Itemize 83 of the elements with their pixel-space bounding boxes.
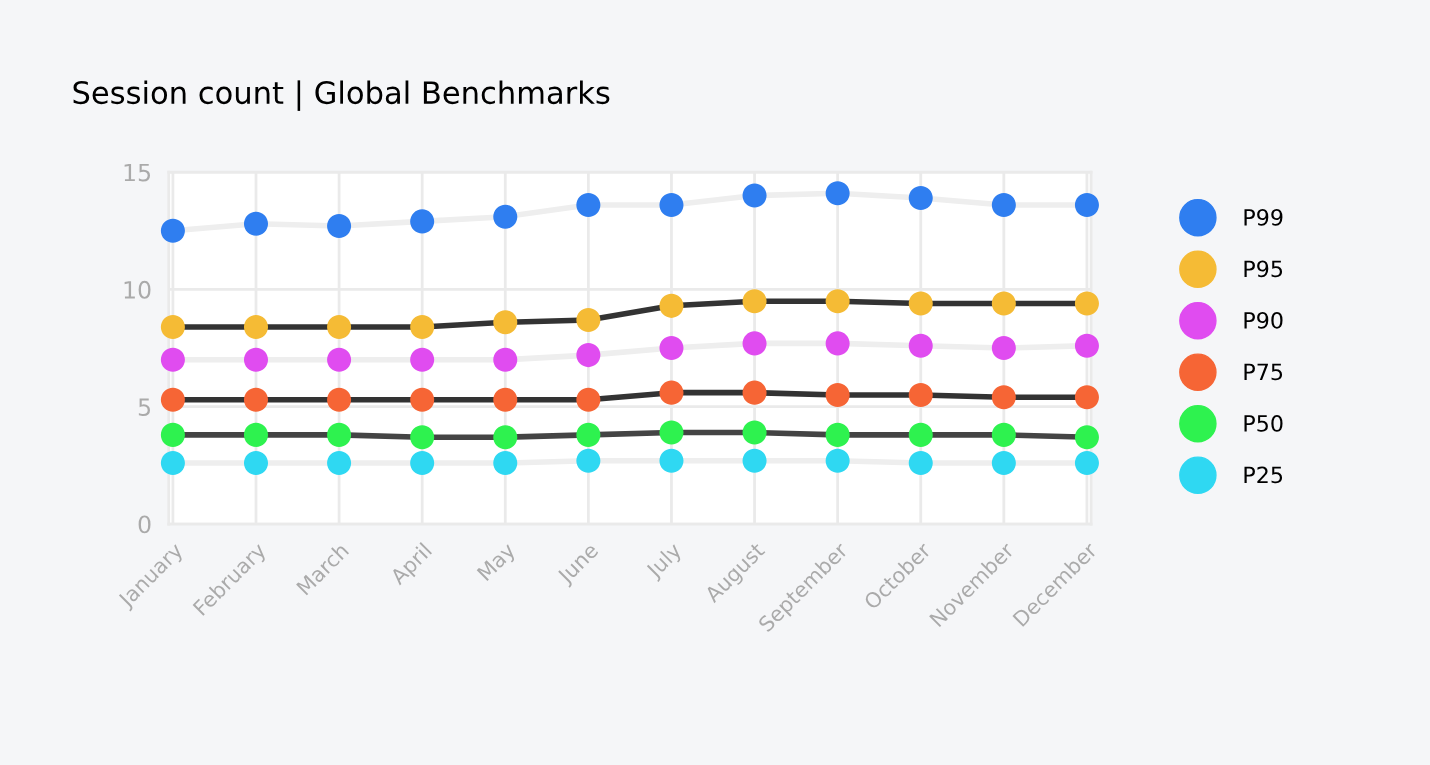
point xyxy=(410,387,435,412)
point xyxy=(1074,451,1099,476)
legend-label: P25 xyxy=(1244,466,1283,484)
point xyxy=(576,307,601,332)
point xyxy=(327,451,352,476)
point xyxy=(659,380,684,405)
point xyxy=(659,192,684,217)
point xyxy=(493,347,518,372)
y-tick-label: 5 xyxy=(138,398,151,417)
point xyxy=(825,422,850,447)
point xyxy=(659,420,684,445)
point xyxy=(243,422,269,447)
point xyxy=(991,192,1016,217)
point xyxy=(327,387,352,412)
point xyxy=(160,218,185,243)
point xyxy=(742,448,767,473)
point xyxy=(908,451,933,476)
point xyxy=(825,448,850,473)
point xyxy=(576,387,601,412)
point xyxy=(243,211,269,236)
point xyxy=(576,422,601,447)
point xyxy=(493,310,518,335)
chart-title: Session count | Global Benchmarks xyxy=(73,80,610,111)
legend-label: P75 xyxy=(1244,363,1283,381)
point xyxy=(243,451,269,476)
y-tick-label: 10 xyxy=(124,280,151,299)
point xyxy=(327,347,352,372)
point xyxy=(991,291,1016,316)
point xyxy=(243,314,269,339)
point xyxy=(160,314,185,339)
point xyxy=(991,385,1016,410)
point xyxy=(742,380,767,405)
point xyxy=(908,422,933,447)
y-tick-label: 15 xyxy=(124,163,151,182)
point xyxy=(991,336,1016,361)
point xyxy=(410,347,435,372)
legend-label: P99 xyxy=(1244,208,1283,226)
point xyxy=(1074,291,1099,316)
point xyxy=(327,214,352,239)
point xyxy=(576,343,601,368)
point xyxy=(160,347,185,372)
point xyxy=(825,289,850,314)
point xyxy=(908,291,933,316)
point xyxy=(327,314,352,339)
point xyxy=(742,183,767,208)
point xyxy=(742,331,767,356)
point xyxy=(1074,333,1099,358)
legend-label: P90 xyxy=(1244,311,1283,329)
point xyxy=(659,448,684,473)
point xyxy=(576,192,601,217)
point xyxy=(410,314,435,339)
point xyxy=(493,425,518,450)
point xyxy=(243,347,269,372)
point xyxy=(825,331,850,356)
point xyxy=(825,382,850,408)
point xyxy=(659,293,684,318)
point xyxy=(1074,385,1099,410)
point xyxy=(908,185,933,210)
point xyxy=(576,448,601,473)
point xyxy=(493,204,518,229)
point xyxy=(908,333,933,358)
y-tick-label: 0 xyxy=(138,515,151,534)
point xyxy=(327,422,352,447)
point xyxy=(659,336,684,361)
point xyxy=(243,387,269,412)
point xyxy=(991,451,1016,476)
point xyxy=(1074,192,1099,217)
point xyxy=(410,425,435,450)
point xyxy=(160,387,185,412)
point xyxy=(160,451,185,476)
point xyxy=(1074,425,1099,450)
point xyxy=(742,289,767,314)
point xyxy=(160,422,185,447)
point xyxy=(991,422,1016,447)
point xyxy=(493,387,518,412)
legend-label: P95 xyxy=(1244,260,1283,278)
legend-label: P50 xyxy=(1244,414,1283,432)
point xyxy=(410,451,435,476)
point xyxy=(493,451,518,476)
point xyxy=(825,181,850,206)
point xyxy=(410,209,435,234)
point xyxy=(742,420,767,445)
point xyxy=(908,382,933,408)
